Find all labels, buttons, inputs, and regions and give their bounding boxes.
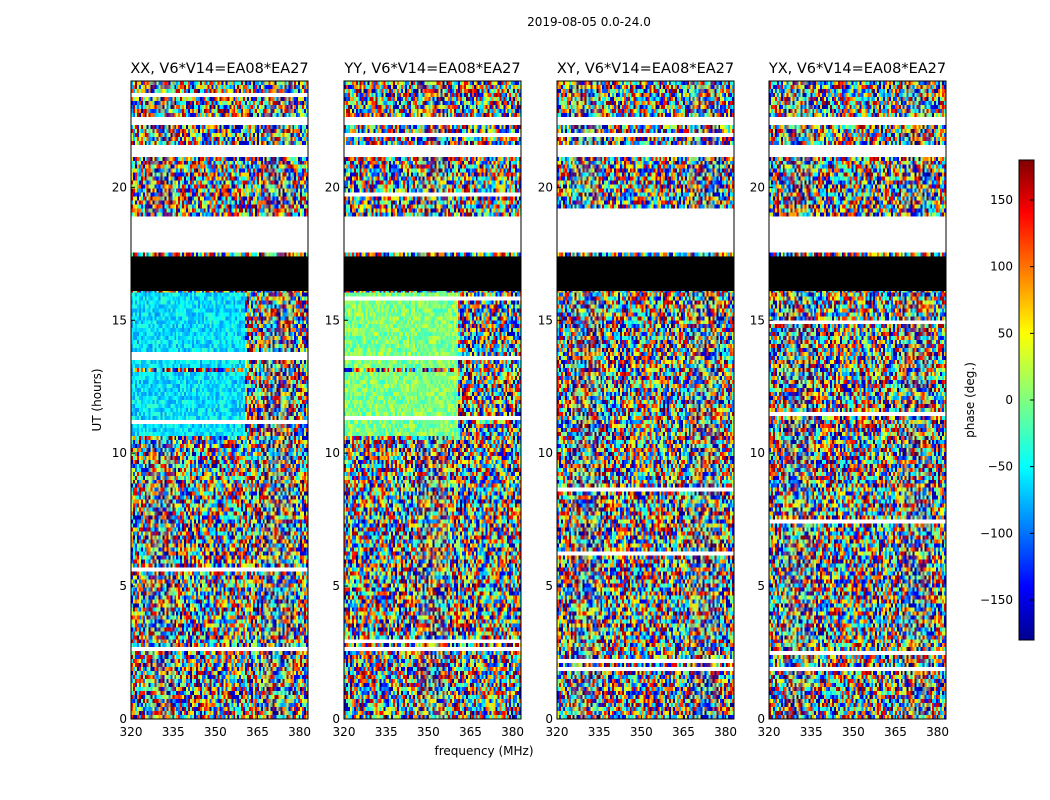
y-axis-label: UT (hours): [90, 368, 104, 431]
y-tick-label: 15: [325, 313, 340, 327]
colorbar-tick-label: 0: [1005, 393, 1013, 407]
x-tick-label: 335: [375, 725, 398, 739]
colorbar-tick-label: 100: [990, 260, 1013, 274]
x-tick-label: 350: [417, 725, 440, 739]
plot-frame: [130, 80, 309, 720]
panel-title-yx: YX, V6*V14=EA08*EA27: [768, 61, 946, 77]
colorbar-tick-label: 150: [990, 193, 1013, 207]
y-tick-label: 0: [332, 712, 340, 726]
flagged-band: [557, 256, 734, 292]
colorbar-label: phase (deg.): [963, 362, 977, 438]
y-tick-label: 5: [757, 579, 765, 593]
colorbar-tick-label: 50: [998, 326, 1013, 340]
panel-title-yy: YY, V6*V14=EA08*EA27: [343, 61, 520, 77]
colorbar-tick-label: −150: [980, 593, 1013, 607]
y-tick-label: 15: [750, 313, 765, 327]
y-tick-label: 15: [538, 313, 553, 327]
colorbar-tick-label: −100: [980, 526, 1013, 540]
y-tick-label: 10: [325, 446, 340, 460]
x-tick-label: 365: [459, 725, 482, 739]
x-tick-label: 365: [884, 725, 907, 739]
x-tick-label: 350: [842, 725, 865, 739]
heatmap-image: [131, 81, 308, 719]
panel-yy: 320 335 350 365 380 0 5 10 15 20: [325, 80, 524, 739]
panel-xy: 320 335 350 365 380 0 5 10 15 20: [538, 80, 737, 739]
x-tick-label: 380: [501, 725, 524, 739]
flagged-band: [131, 256, 308, 292]
flagged-band: [769, 256, 946, 292]
y-tick-label: 10: [112, 446, 127, 460]
y-tick-label: 10: [538, 446, 553, 460]
colorbar-tick-label: −50: [988, 460, 1013, 474]
x-tick-label: 380: [926, 725, 949, 739]
y-tick-label: 5: [119, 579, 127, 593]
y-tick-label: 20: [112, 180, 127, 194]
y-tick-label: 10: [750, 446, 765, 460]
flagged-band: [344, 256, 521, 292]
heatmap-image: [557, 81, 734, 719]
x-tick-label: 320: [120, 725, 143, 739]
y-tick-label: 5: [332, 579, 340, 593]
x-axis-label: frequency (MHz): [434, 744, 533, 758]
panel-yx: 320 335 350 365 380 0 5 10 15 20: [750, 80, 949, 739]
x-tick-label: 380: [288, 725, 311, 739]
plot-frame: [343, 80, 522, 720]
panel-title-xy: XY, V6*V14=EA08*EA27: [557, 61, 734, 77]
plot-frame: [556, 80, 735, 720]
x-tick-label: 365: [246, 725, 269, 739]
x-tick-label: 335: [588, 725, 611, 739]
y-tick-label: 5: [545, 579, 553, 593]
heatmap-image: [769, 81, 946, 719]
y-tick-label: 0: [119, 712, 127, 726]
y-tick-label: 0: [757, 712, 765, 726]
x-tick-label: 320: [758, 725, 781, 739]
x-tick-label: 350: [630, 725, 653, 739]
x-tick-label: 380: [714, 725, 737, 739]
x-tick-label: 335: [800, 725, 823, 739]
x-tick-label: 320: [546, 725, 569, 739]
x-tick-label: 335: [162, 725, 185, 739]
y-tick-label: 15: [112, 313, 127, 327]
colorbar: 150 100 50 0 −50 −100 −150: [980, 159, 1035, 641]
y-tick-label: 20: [325, 180, 340, 194]
x-tick-label: 320: [333, 725, 356, 739]
y-tick-label: 20: [538, 180, 553, 194]
panel-xx: 320 335 350 365 380 0 5 10 15 20: [112, 80, 311, 739]
heatmap-image: [344, 81, 521, 719]
x-tick-label: 350: [204, 725, 227, 739]
panel-title-xx: XX, V6*V14=EA08*EA27: [130, 61, 308, 77]
x-tick-label: 365: [672, 725, 695, 739]
y-tick-label: 0: [545, 712, 553, 726]
figure-suptitle: 2019-08-05 0.0-24.0: [527, 15, 651, 29]
plot-frame: [768, 80, 947, 720]
y-tick-label: 20: [750, 180, 765, 194]
